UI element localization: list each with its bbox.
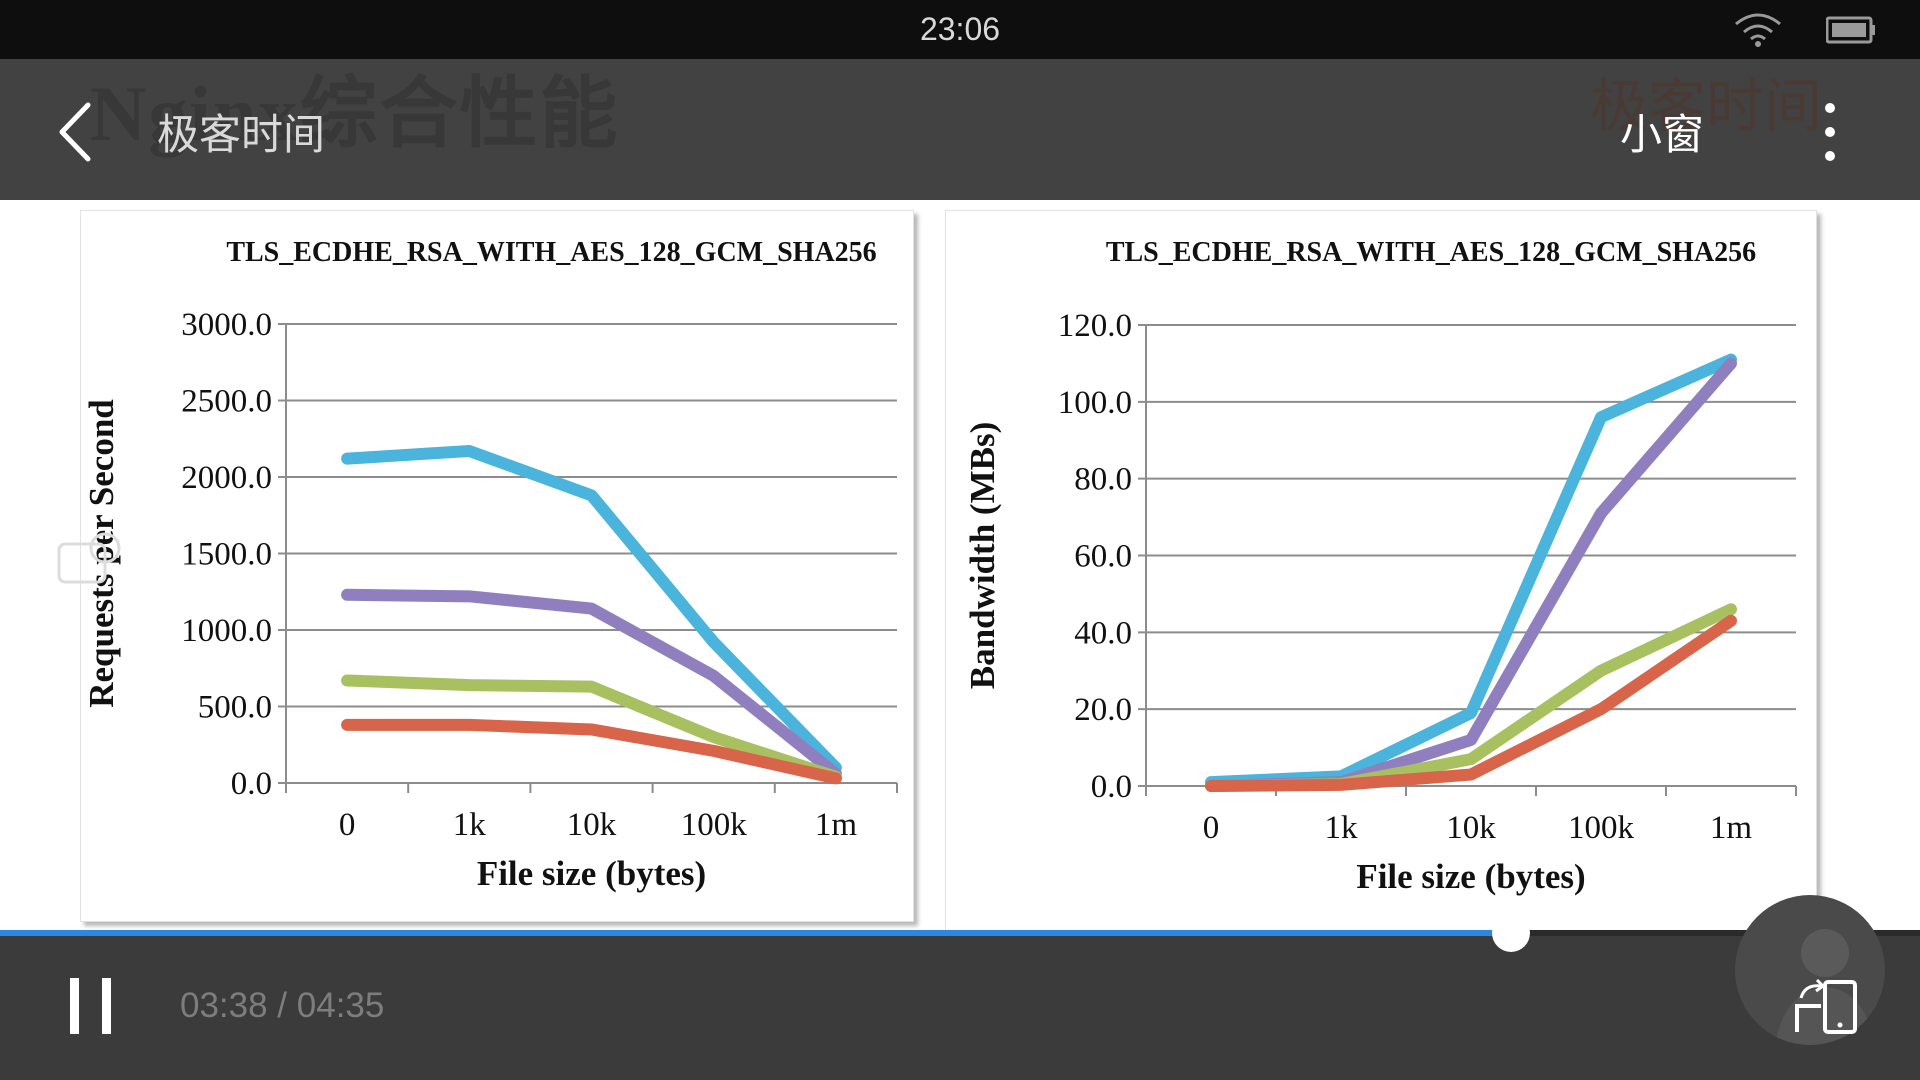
series-line-3 [341,718,842,785]
y-tick-label: 40.0 [1074,615,1132,651]
y-tick-label: 60.0 [1074,539,1132,575]
x-tick-label: 1k [1325,810,1359,846]
geektime-logo-watermark: 极客时间 [1590,72,1823,140]
series-line-3 [1205,614,1737,792]
floating-window-icon [57,532,121,584]
y-axis-label: Requests per Second [82,399,121,708]
x-tick-label: 10k [567,807,617,843]
series-line-0 [341,444,842,774]
chart-requests-per-second: TLS_ECDHE_RSA_WITH_AES_128_GCM_SHA256 0.0… [80,210,914,922]
y-tick-label: 3000.0 [181,307,272,343]
progress-bar[interactable] [0,914,1920,952]
screen-rotate-icon [1795,978,1857,1034]
y-tick-label: 1000.0 [181,613,272,649]
app-title: 极客时间 [157,110,326,159]
x-tick-label: 100k [1568,810,1635,846]
y-tick-label: 0.0 [231,766,272,802]
x-axis-label: File size (bytes) [1356,857,1585,896]
y-tick-label: 80.0 [1074,462,1132,498]
series-line-1 [341,588,842,780]
y-tick-label: 2000.0 [181,460,272,496]
chart-title: TLS_ECDHE_RSA_WITH_AES_128_GCM_SHA256 [226,237,876,268]
y-tick-label: 120.0 [1058,308,1132,344]
player-controls-bar: 03:38 / 04:35 [0,914,1920,1080]
player-top-bar: Nginx综合性能 极客时间 极客时间 小窗 [0,59,1920,200]
video-frame[interactable]: TLS_ECDHE_RSA_WITH_AES_128_GCM_SHA256 0.0… [0,200,1920,937]
chart-title: TLS_ECDHE_RSA_WITH_AES_128_GCM_SHA256 [1106,237,1756,268]
time-display: 03:38 / 04:35 [180,986,385,1025]
status-time: 23:06 [919,11,1001,47]
more-options-button[interactable] [1810,97,1850,167]
chevron-left-icon [59,102,91,162]
progress-thumb[interactable] [1492,914,1531,952]
x-tick-label: 0 [1203,810,1220,846]
x-tick-label: 1m [815,807,858,843]
series-line-1 [1205,357,1737,792]
y-tick-label: 1500.0 [181,537,272,573]
y-tick-label: 500.0 [198,690,272,726]
x-axis-label: File size (bytes) [477,854,706,893]
chart-svg-left: TLS_ECDHE_RSA_WITH_AES_128_GCM_SHA256 0.0… [82,237,898,893]
y-tick-label: 100.0 [1058,385,1132,421]
vertical-dots-icon [1810,103,1850,161]
mini-window-button[interactable]: 小窗 [1620,110,1705,159]
battery-icon [1826,16,1875,44]
series-line-2 [341,674,842,783]
rotate-screen-button[interactable] [1793,978,1863,1042]
y-tick-label: 0.0 [1091,769,1132,805]
y-axis-label: Bandwidth (MBs) [963,422,1002,689]
x-tick-label: 10k [1446,810,1496,846]
x-tick-label: 1m [1710,810,1753,846]
back-button[interactable] [50,97,110,167]
pause-button[interactable] [68,978,116,1034]
y-tick-label: 20.0 [1074,692,1132,728]
status-bar: 23:06 [0,0,1920,59]
x-tick-label: 0 [339,807,356,843]
x-tick-label: 1k [453,807,487,843]
y-tick-label: 2500.0 [181,384,272,420]
series-line-2 [1205,603,1737,792]
series-line-0 [1205,353,1737,789]
x-tick-label: 100k [681,807,748,843]
progress-fill [0,930,1512,936]
slide-title-watermark: Nginx综合性能 [90,70,620,157]
wifi-icon [1735,13,1781,47]
chart-svg-right: TLS_ECDHE_RSA_WITH_AES_128_GCM_SHA256 0.0… [963,237,1797,896]
chart-bandwidth: TLS_ECDHE_RSA_WITH_AES_128_GCM_SHA256 0.0… [945,210,1817,937]
